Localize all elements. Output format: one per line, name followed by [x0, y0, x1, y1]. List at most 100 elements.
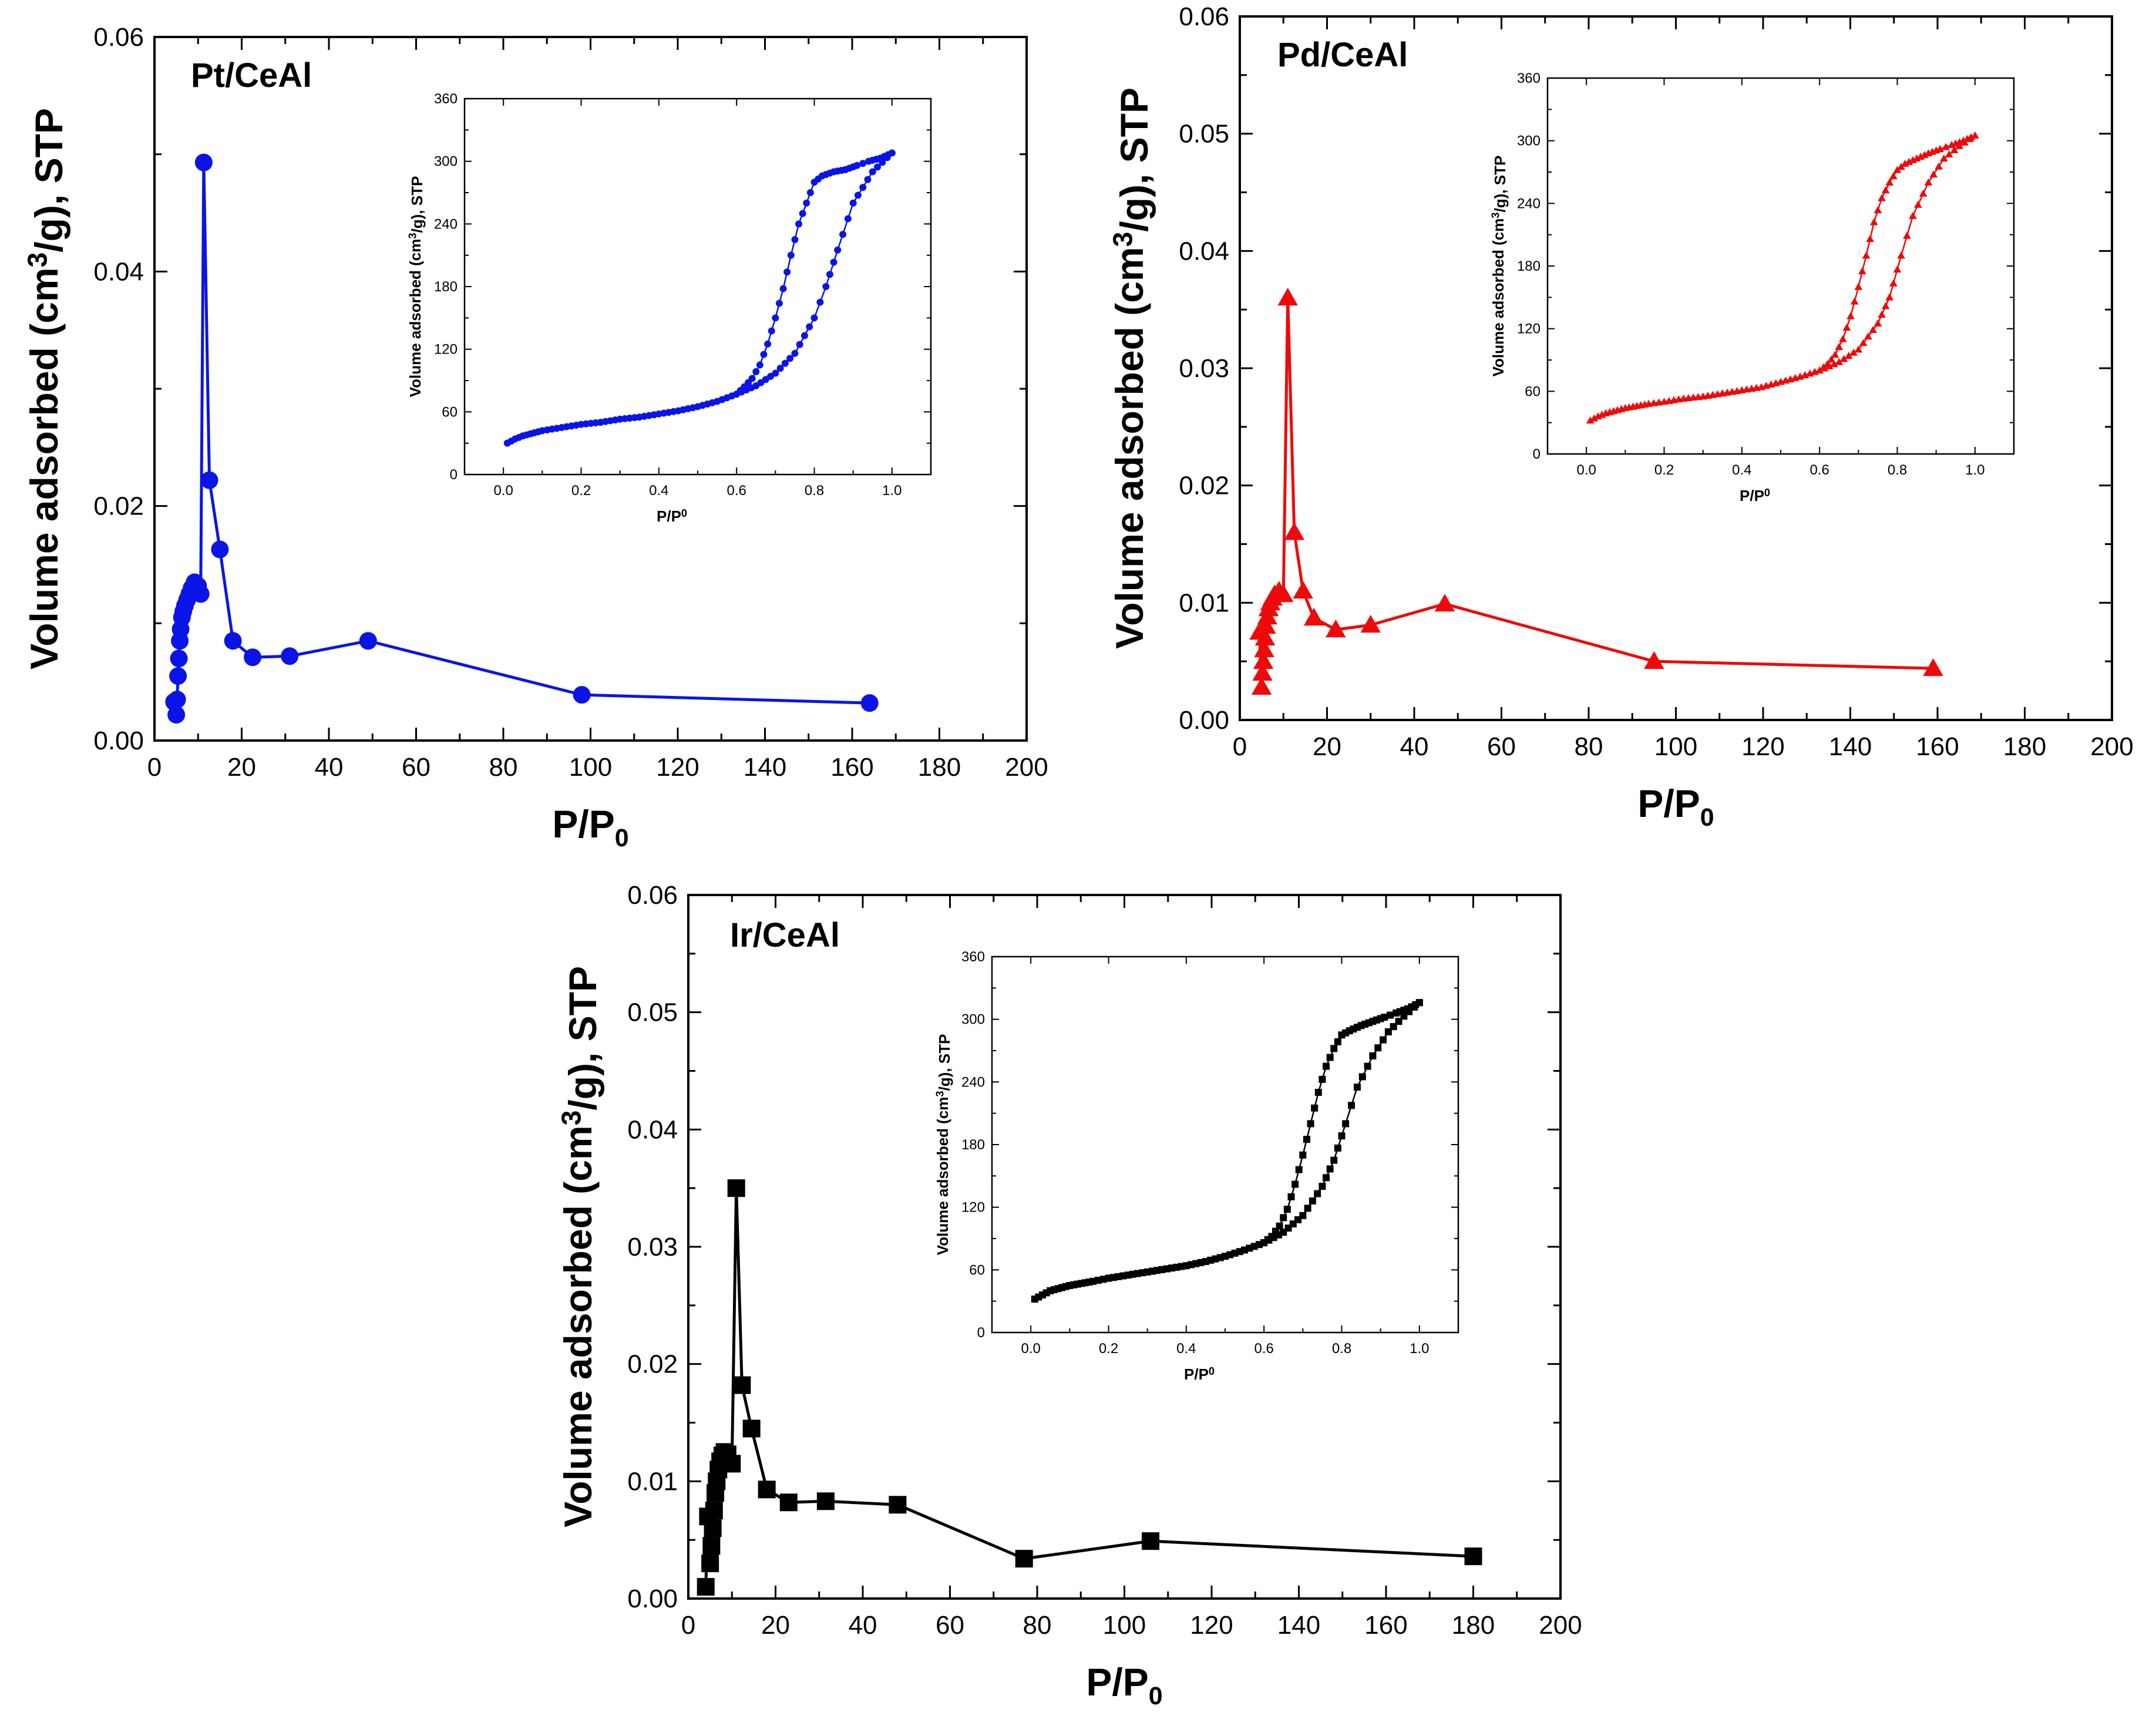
x-tick-label: 180 — [2003, 732, 2046, 761]
desorption-point — [1311, 1104, 1319, 1112]
adsorption-point — [1304, 1204, 1311, 1212]
data-point — [704, 1519, 722, 1537]
adsorption-point — [1878, 311, 1886, 318]
data-point — [779, 1493, 798, 1512]
x-tick-label: 120 — [1190, 1611, 1233, 1640]
adsorption-point — [806, 323, 813, 331]
plot-frame — [153, 36, 1028, 742]
adsorption-point — [796, 341, 803, 348]
adsorption-point — [822, 283, 830, 290]
adsorption-point — [854, 191, 862, 199]
y-tick-label: 0.05 — [627, 998, 678, 1027]
x-tick-label: 80 — [1023, 1611, 1052, 1640]
desorption-point — [1858, 267, 1866, 275]
desorption-point — [760, 351, 768, 358]
x-tick-label: 20 — [227, 753, 256, 782]
data-point — [733, 1376, 751, 1394]
desorption-point — [803, 199, 810, 207]
x-tick-label: 160 — [1364, 1611, 1407, 1640]
data-point — [1253, 651, 1274, 669]
data-point — [1142, 1532, 1160, 1550]
desorption-point — [810, 179, 818, 186]
y-tick-label: 0.03 — [1179, 354, 1229, 383]
y-tick-label: 0.06 — [1179, 2, 1229, 31]
adsorption-point — [776, 365, 784, 372]
inset-x-tick-label: 0.4 — [1732, 462, 1751, 478]
x-tick-label: 40 — [315, 753, 344, 782]
desorption-point — [1291, 1180, 1299, 1188]
x-tick-label: 140 — [744, 753, 786, 782]
data-point — [1273, 584, 1294, 603]
desorption-point — [756, 361, 763, 369]
inset-x-tick-label: 0.8 — [1888, 462, 1907, 478]
desorption-point — [1862, 251, 1871, 259]
series-line — [704, 1186, 1474, 1587]
desorption-point — [1307, 1120, 1314, 1128]
inset-x-tick-label: 1.0 — [1965, 462, 1985, 478]
x-axis-label: P/P0 — [552, 802, 628, 852]
data-point — [1254, 639, 1274, 658]
adsorption-point — [1859, 339, 1868, 346]
desorption-point — [1893, 166, 1902, 173]
desorption-point — [1827, 355, 1835, 363]
data-point — [1360, 615, 1381, 633]
adsorption-point — [1358, 1073, 1366, 1081]
adsorption-point — [781, 359, 789, 367]
data-point — [1277, 287, 1298, 306]
x-tick-label: 0 — [681, 1611, 695, 1640]
inset-x-tick-label: 0.2 — [571, 483, 591, 499]
inset-x-tick-label: 1.0 — [882, 483, 902, 499]
x-tick-label: 200 — [1005, 753, 1048, 782]
data-point — [697, 1578, 715, 1596]
adsorption-point — [1929, 170, 1938, 178]
adsorption-point — [839, 231, 847, 238]
desorption-point — [1280, 1214, 1287, 1222]
data-point — [359, 632, 377, 650]
data-point — [1256, 616, 1276, 634]
data-point — [758, 1481, 776, 1499]
adsorption-point — [1334, 1144, 1341, 1152]
x-tick-label: 20 — [1313, 732, 1341, 761]
adsorption-point — [1314, 1190, 1321, 1197]
x-tick-label: 80 — [489, 753, 518, 782]
x-tick-label: 100 — [1103, 1611, 1146, 1640]
adsorption-point — [1586, 416, 1595, 424]
y-tick-label: 0.06 — [93, 23, 144, 52]
desorption-point — [1869, 218, 1878, 226]
adsorption-point — [810, 314, 818, 322]
adsorption-point — [1330, 1156, 1338, 1164]
adsorption-point — [1202, 1258, 1209, 1266]
desorption-point — [787, 251, 795, 259]
desorption-point — [859, 160, 867, 167]
x-tick-label: 200 — [1539, 1611, 1582, 1640]
adsorption-point — [1913, 200, 1922, 208]
inset-chart: 0.0 0.2 0.4 0.6 0.8 1.0 0 60 120 180 240 300 360 P/P0… — [934, 949, 1459, 1383]
desorption-point — [795, 220, 803, 228]
inset-y-tick-label: 300 — [961, 1012, 985, 1028]
inset-x-tick-label: 0.0 — [1021, 1341, 1040, 1357]
inset-x-tick-label: 0.6 — [726, 483, 746, 499]
desorption-point — [1850, 297, 1859, 305]
desorption-point — [1314, 1089, 1322, 1096]
data-point — [1293, 581, 1313, 599]
adsorption-point — [1364, 1062, 1371, 1070]
desorption-point — [1889, 172, 1898, 180]
data-point — [889, 1496, 907, 1514]
adsorption-point — [1864, 332, 1872, 340]
adsorption-point — [874, 163, 882, 171]
y-tick-label: 0.06 — [627, 881, 678, 910]
desorption-point — [1948, 140, 1956, 148]
desorption-point — [1901, 159, 1909, 167]
x-tick-label: 100 — [1654, 732, 1697, 761]
adsorption-point — [1881, 302, 1890, 309]
data-point — [705, 1502, 723, 1520]
desorption-point — [1885, 178, 1894, 186]
inset-x-axis-label: P/P0 — [657, 507, 687, 525]
data-point — [1015, 1550, 1033, 1568]
adsorption-point — [1903, 231, 1911, 239]
inset-y-tick-label: 60 — [1525, 383, 1541, 399]
data-point — [1434, 594, 1455, 612]
y-tick-label: 0.04 — [627, 1115, 678, 1144]
y-axis-label: Volume adsorbed (cm3/g), STP — [556, 966, 604, 1527]
desorption-point — [752, 368, 760, 375]
